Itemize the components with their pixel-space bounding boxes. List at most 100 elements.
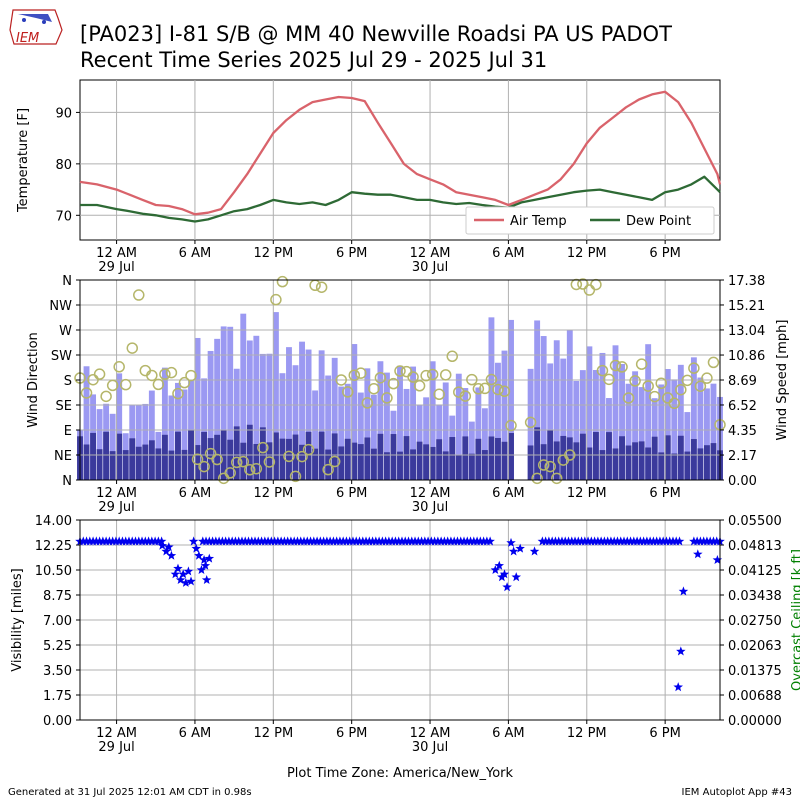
wind-speed-bar	[161, 434, 168, 480]
wind-gust-bar	[214, 338, 221, 480]
visibility-ylabel: Visibility [miles]	[10, 568, 25, 671]
visibility-ticks: 0.00 1.75 3.50 5.25 7.00 8.75 10.50 12.25 14.00	[35, 514, 80, 729]
wind-gust-bar	[619, 363, 625, 480]
wind-speed-bar	[370, 448, 377, 480]
wind-direction-marker	[655, 377, 667, 390]
footer-app: IEM Autoplot App #43	[682, 787, 792, 798]
wind-gust-bar	[508, 319, 514, 480]
wind-direction-marker	[466, 373, 478, 386]
visibility-marker	[676, 646, 686, 656]
wind-direction-marker	[276, 275, 289, 288]
wind-gust-bar	[384, 372, 390, 480]
wind-gust-bar	[161, 367, 168, 480]
visibility-marker	[497, 572, 507, 582]
wind-direction-marker	[550, 472, 563, 485]
x-tick-label: 12 AM	[96, 246, 137, 261]
wind-direction-tick-label: S	[64, 374, 72, 389]
ceiling-tick-label: 0.02750	[728, 614, 782, 629]
wind-direction-marker	[263, 456, 276, 468]
wind-speed-bar	[592, 432, 599, 480]
wind-direction-marker	[446, 350, 458, 363]
wind-direction-marker	[270, 293, 282, 306]
wind-direction-marker	[675, 383, 687, 396]
x-tick-label: 6 AM	[179, 486, 212, 501]
wind-direction-marker	[413, 380, 426, 392]
wind-speed-bar	[259, 427, 266, 480]
wind-gust-bar	[175, 382, 181, 480]
wind-direction-marker	[459, 390, 472, 402]
wind-direction-marker	[355, 367, 367, 379]
legend-air-temp-label: Air Temp	[510, 214, 567, 229]
wind-gust-bar	[272, 312, 279, 480]
wind-gust-bar	[194, 337, 201, 480]
temperature-tick-label: 90	[55, 106, 72, 121]
wind-direction-tick-label: N	[62, 474, 72, 489]
wind-speed-bar	[495, 437, 501, 480]
wind-gust-bar	[612, 345, 619, 480]
wind-gust-bar	[592, 370, 599, 480]
wind-direction-marker	[603, 373, 615, 386]
wind-direction-marker	[590, 278, 602, 291]
wind-speed-bar	[272, 432, 279, 480]
wind-direction-marker	[485, 373, 498, 386]
wind-gust-bar	[142, 403, 149, 480]
ceiling-tick-label: 0.03438	[728, 589, 782, 604]
temperature-series	[79, 90, 722, 223]
wind-gust-bar	[442, 382, 449, 480]
wind-direction-marker	[224, 467, 236, 479]
wind-gust-bar	[625, 383, 632, 480]
wind-direction-marker	[289, 470, 302, 483]
wind-direction-ylabel: Wind Direction	[26, 332, 41, 428]
legend-dew-point-label: Dew Point	[626, 214, 691, 229]
wind-direction-marker	[309, 279, 321, 292]
wind-direction-marker	[629, 375, 641, 387]
wind-gust-bar	[344, 383, 351, 480]
wind-speed-bar	[619, 436, 625, 480]
wind-speed-bar	[279, 438, 286, 480]
wind-gust-bar	[697, 377, 704, 480]
visibility-marker	[502, 582, 512, 592]
wind-direction-marker	[472, 383, 485, 395]
visibility-marker	[183, 566, 194, 576]
wind-speed-bar	[690, 439, 697, 480]
wind-direction-marker	[368, 382, 380, 395]
wind-gust-bar	[370, 394, 377, 480]
wind-speed-bar	[677, 435, 684, 480]
wind-gust-bar	[246, 340, 253, 480]
wind-gust-bar	[96, 409, 103, 480]
temperature-yticks: 70 80 90	[55, 106, 80, 224]
ceiling-tick-label: 0.02063	[728, 639, 782, 654]
x-tick-label: 12 PM	[567, 246, 607, 261]
wind-gust-bar	[181, 389, 188, 480]
visibility-marker	[181, 577, 191, 587]
wind-speed-bar	[103, 431, 110, 480]
wind-direction-marker	[113, 361, 125, 373]
wind-speed-bar	[573, 442, 580, 480]
wind-direction-marker	[93, 368, 106, 380]
wind-direction-marker	[126, 342, 138, 354]
wind-speed-bar	[181, 449, 188, 480]
ceiling-ticks: 0.00000 0.00688 0.01375 0.02063 0.02750 0.034…	[720, 514, 782, 729]
wind-gust-bar	[83, 366, 90, 480]
visibility-markers	[75, 536, 725, 692]
x-tick-label: 12 AM	[410, 246, 451, 261]
wind-speed-bar	[142, 444, 149, 480]
wind-speed-tick-label: 0.00	[728, 474, 757, 489]
wind-speed-bar	[586, 447, 593, 480]
x-tick-label: 6 AM	[492, 486, 525, 501]
wind-speed-bar	[286, 438, 292, 480]
wind-gust-bar	[305, 349, 312, 480]
wind-direction-marker	[439, 369, 452, 381]
wind-gust-bar	[645, 344, 652, 480]
wind-speed-bar	[364, 437, 371, 480]
x-tick-label: 6 PM	[336, 726, 367, 741]
wind-gust-bar	[259, 353, 266, 480]
visibility-marker	[499, 569, 510, 579]
wind-speed-bar	[90, 432, 96, 480]
wind-speed-bar	[214, 434, 221, 480]
visibility-marker	[674, 536, 685, 546]
x-tick-label: 12 AM	[96, 726, 137, 741]
wind-direction-marker	[524, 416, 537, 429]
